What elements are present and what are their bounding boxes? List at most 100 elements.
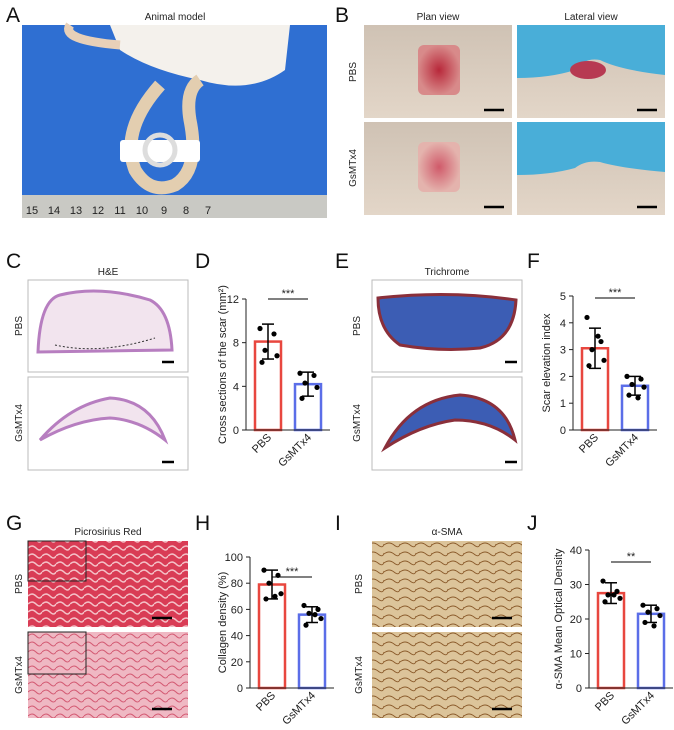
data-point bbox=[318, 615, 324, 622]
y-tick-label: 0 bbox=[233, 425, 239, 437]
data-point bbox=[617, 595, 623, 601]
ruler-label: 13 bbox=[70, 205, 82, 217]
x-tick-label: PBS bbox=[254, 690, 278, 714]
panel-label: G bbox=[6, 512, 22, 535]
photo bbox=[124, 74, 205, 195]
photo bbox=[372, 632, 522, 718]
photo bbox=[38, 396, 169, 445]
y-tick-label: 0 bbox=[560, 425, 566, 437]
image-title: H&E bbox=[98, 267, 119, 278]
x-tick-label: PBS bbox=[593, 690, 617, 714]
photo bbox=[22, 195, 327, 218]
panel-label: C bbox=[6, 250, 21, 273]
photo bbox=[376, 292, 518, 351]
photo bbox=[418, 142, 460, 192]
data-point bbox=[261, 567, 267, 573]
row-label: PBS bbox=[14, 316, 25, 336]
photo bbox=[27, 376, 189, 471]
panel-label: E bbox=[335, 250, 349, 273]
row-label: PBS bbox=[354, 574, 365, 594]
significance-label: *** bbox=[609, 287, 623, 299]
data-point bbox=[651, 623, 657, 629]
photo bbox=[27, 540, 87, 582]
photo bbox=[28, 632, 188, 718]
image-title: α-SMA bbox=[432, 527, 463, 538]
data-point bbox=[301, 602, 307, 609]
data-point bbox=[311, 372, 317, 379]
y-tick-label: 60 bbox=[231, 604, 243, 616]
row-label: GsMTx4 bbox=[348, 149, 359, 187]
photo bbox=[517, 122, 665, 175]
row-label: PBS bbox=[352, 316, 363, 336]
data-point bbox=[626, 392, 632, 398]
ruler-label: 12 bbox=[92, 205, 104, 217]
panel-label: D bbox=[195, 250, 210, 273]
data-point bbox=[272, 593, 278, 599]
y-tick-label: 8 bbox=[233, 338, 239, 350]
photo bbox=[64, 22, 121, 50]
y-axis-label: Cross sections of the scar (mm²) bbox=[217, 285, 229, 444]
ruler-label: 11 bbox=[114, 205, 125, 217]
y-tick-label: 1 bbox=[560, 398, 566, 410]
data-point bbox=[641, 384, 647, 390]
image-title: Lateral view bbox=[564, 12, 618, 23]
ruler-label: 8 bbox=[183, 205, 189, 217]
y-tick-label: 4 bbox=[233, 381, 239, 393]
photo bbox=[381, 393, 518, 453]
y-tick-label: 40 bbox=[231, 631, 243, 643]
panel-label: F bbox=[527, 250, 540, 273]
data-point bbox=[605, 592, 611, 598]
significance-label: *** bbox=[286, 566, 300, 578]
photo bbox=[27, 631, 87, 675]
row-label: GsMTx4 bbox=[352, 404, 363, 442]
y-tick-label: 80 bbox=[231, 578, 243, 590]
data-point bbox=[654, 606, 660, 612]
data-point bbox=[645, 609, 651, 615]
x-tick-label: GsMTx4 bbox=[280, 690, 318, 728]
ruler-label: 10 bbox=[136, 205, 148, 217]
bar bbox=[257, 583, 287, 690]
ruler-label: 7 bbox=[205, 205, 211, 217]
ruler-label: 15 bbox=[26, 205, 38, 217]
y-axis-label: Scar elevation index bbox=[541, 313, 553, 413]
image-title: Plan view bbox=[417, 12, 461, 23]
ruler-label: 14 bbox=[48, 205, 60, 217]
image-title: Trichrome bbox=[425, 267, 470, 278]
ruler-label: 9 bbox=[161, 205, 167, 217]
data-point bbox=[297, 370, 303, 376]
row-label: GsMTx4 bbox=[14, 404, 25, 442]
photo bbox=[418, 45, 460, 95]
data-point bbox=[584, 314, 590, 321]
y-tick-label: 12 bbox=[227, 294, 239, 306]
y-tick-label: 0 bbox=[576, 683, 582, 695]
row-label: PBS bbox=[14, 574, 25, 594]
x-tick-label: PBS bbox=[250, 432, 274, 456]
significance-label: *** bbox=[282, 288, 296, 300]
data-point bbox=[600, 578, 606, 584]
data-point bbox=[611, 592, 617, 598]
data-point bbox=[315, 606, 321, 613]
bar bbox=[297, 613, 327, 690]
data-point bbox=[586, 363, 592, 369]
row-label: GsMTx4 bbox=[354, 656, 365, 694]
data-point bbox=[601, 357, 607, 363]
row-label: GsMTx4 bbox=[14, 656, 25, 694]
image-title: Picrosirius Red bbox=[74, 527, 141, 538]
x-tick-label: GsMTx4 bbox=[276, 432, 314, 470]
photo bbox=[110, 25, 290, 86]
data-point bbox=[303, 622, 309, 628]
y-tick-label: 3 bbox=[560, 345, 566, 357]
significance-label: ** bbox=[627, 551, 636, 563]
y-axis-label: Collagen density (%) bbox=[217, 572, 229, 674]
x-tick-label: GsMTx4 bbox=[603, 432, 641, 470]
photo bbox=[28, 541, 188, 627]
photo bbox=[120, 140, 200, 162]
image-title: Animal model bbox=[145, 12, 206, 23]
photo bbox=[54, 337, 156, 350]
data-point bbox=[266, 580, 272, 586]
data-point bbox=[302, 380, 308, 386]
x-tick-label: GsMTx4 bbox=[619, 690, 657, 728]
panel-label: J bbox=[527, 512, 538, 535]
data-point bbox=[299, 395, 305, 401]
data-point bbox=[257, 325, 263, 332]
